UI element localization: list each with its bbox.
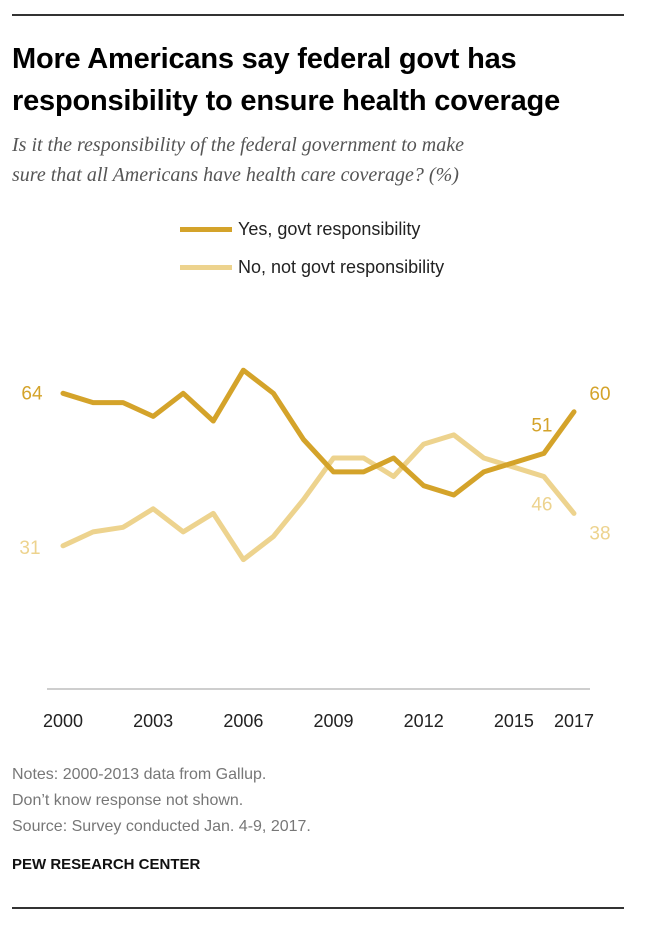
data-label-yes-start: 64	[21, 383, 43, 404]
data-label-no-end: 38	[589, 523, 610, 544]
legend-swatch-no	[180, 264, 232, 270]
x-tick-2003: 2003	[133, 711, 173, 731]
x-tick-2006: 2006	[223, 711, 263, 731]
data-label-yes-2016: 51	[531, 415, 552, 436]
data-label-yes-end: 60	[589, 384, 610, 405]
chart-title: More Americans say federal govt has resp…	[12, 38, 632, 122]
x-tick-2000: 2000	[43, 711, 83, 731]
legend-label-yes: Yes, govt responsibility	[238, 218, 421, 239]
chart-subtitle: Is it the responsibility of the federal …	[12, 130, 632, 190]
legend-swatch-yes	[180, 226, 232, 232]
x-tick-2012: 2012	[404, 711, 444, 731]
note-source: Source: Survey conducted Jan. 4-9, 2017.	[12, 818, 311, 835]
x-tick-2015: 2015	[494, 711, 534, 731]
note-gallup: Notes: 2000-2013 data from Gallup.	[12, 766, 267, 783]
data-label-no-start: 31	[19, 538, 40, 559]
data-label-no-2016: 46	[531, 494, 552, 515]
x-tick-2017: 2017	[554, 711, 594, 731]
subtitle-line-1: Is it the responsibility of the federal …	[12, 134, 464, 156]
legend: Yes, govt responsibility No, not govt re…	[180, 210, 444, 286]
legend-item-no: No, not govt responsibility	[180, 248, 444, 286]
legend-label-no: No, not govt responsibility	[238, 256, 445, 277]
title-line-2: responsibility to ensure health coverage	[12, 85, 560, 117]
line-chart: 2000 2003 2006 2009 2012 2015 2017 64 51 60 31 46 3…	[19, 367, 611, 731]
title-line-1: More Americans say federal govt has	[12, 43, 517, 75]
x-tick-2009: 2009	[314, 711, 354, 731]
subtitle-line-2: sure that all Americans have health care…	[12, 164, 459, 186]
top-rule	[12, 14, 624, 16]
legend-item-yes: Yes, govt responsibility	[180, 210, 444, 248]
x-tick-labels: 2000 2003 2006 2009 2012 2015 2017	[43, 711, 594, 731]
org-name: PEW RESEARCH CENTER	[12, 856, 201, 873]
note-dont-know: Don’t know response not shown.	[12, 792, 244, 809]
series-line-yes	[60, 367, 577, 498]
data-labels: 64 51 60 31 46 38	[19, 383, 610, 558]
series-line-no	[60, 432, 577, 563]
chart-notes: Notes: 2000-2013 data from Gallup. Don’t…	[12, 762, 311, 840]
bottom-rule	[12, 907, 624, 909]
